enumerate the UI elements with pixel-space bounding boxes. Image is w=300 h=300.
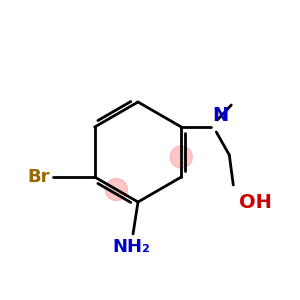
Text: Br: Br bbox=[27, 168, 50, 186]
Text: OH: OH bbox=[239, 193, 272, 212]
Circle shape bbox=[105, 178, 127, 200]
Circle shape bbox=[170, 146, 192, 168]
Text: NH₂: NH₂ bbox=[112, 238, 150, 256]
Text: N: N bbox=[212, 106, 229, 125]
